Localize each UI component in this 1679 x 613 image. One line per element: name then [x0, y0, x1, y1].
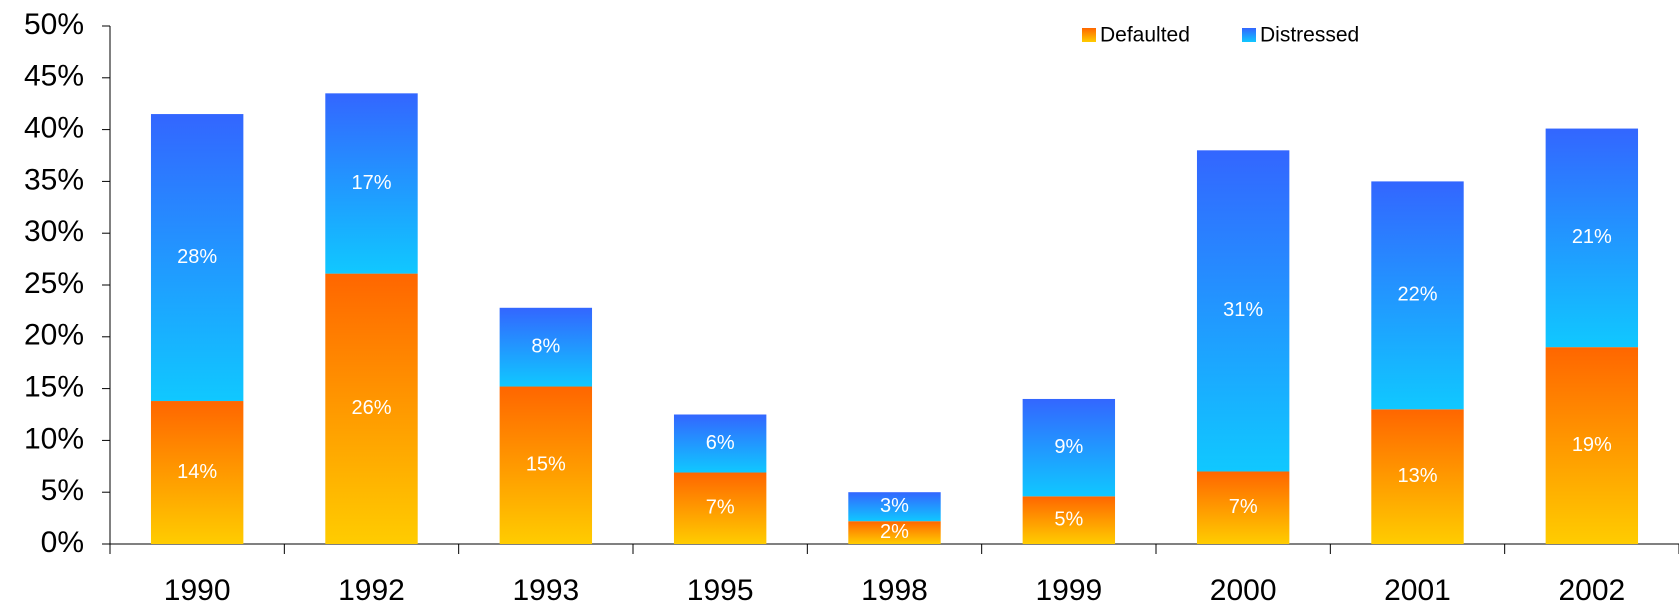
data-label: 17%	[351, 172, 391, 194]
bar-segment	[325, 93, 418, 274]
data-label: 13%	[1397, 465, 1437, 487]
data-label: 6%	[706, 432, 735, 454]
y-tick-label: 40%	[24, 112, 84, 145]
legend-swatch	[1082, 28, 1096, 42]
bar-segment	[325, 273, 418, 544]
y-tick-label: 25%	[24, 267, 84, 300]
x-tick-label: 1992	[338, 574, 405, 607]
bar-segment	[1022, 398, 1116, 497]
bar-segment	[1545, 128, 1639, 348]
x-tick-label: 2000	[1210, 574, 1277, 607]
data-label: 2%	[880, 521, 909, 543]
data-label: 8%	[531, 335, 560, 357]
y-tick-label: 20%	[24, 319, 84, 352]
x-tick-label: 1993	[512, 574, 579, 607]
data-label: 26%	[351, 397, 391, 419]
x-tick-label: 2002	[1558, 574, 1625, 607]
data-label: 19%	[1572, 434, 1612, 456]
x-tick-label: 1998	[861, 574, 928, 607]
x-tick-label: 1995	[687, 574, 754, 607]
x-tick-label: 1990	[164, 574, 231, 607]
y-tick-label: 10%	[24, 422, 84, 455]
bar-segment	[499, 386, 593, 544]
y-tick-label: 0%	[41, 526, 84, 559]
bar-segment	[150, 114, 244, 402]
x-tick-label: 1999	[1035, 574, 1102, 607]
legend-label: Distressed	[1260, 24, 1359, 47]
bar-segment	[1371, 181, 1464, 410]
bar-segment	[150, 401, 244, 544]
bar-segment	[673, 414, 767, 473]
data-label: 31%	[1223, 299, 1263, 321]
data-label: 28%	[177, 246, 217, 268]
y-tick-label: 35%	[24, 163, 84, 196]
bar-segment	[673, 472, 767, 544]
bar-segment	[848, 492, 941, 522]
data-label: 5%	[1054, 508, 1083, 530]
y-tick-label: 50%	[24, 8, 84, 41]
bar-segment	[1545, 347, 1639, 544]
bar-segment	[1196, 471, 1290, 544]
bar-segment	[1371, 409, 1464, 544]
y-tick-label: 15%	[24, 371, 84, 404]
legend-label: Defaulted	[1100, 24, 1190, 47]
y-tick-label: 5%	[41, 474, 84, 507]
data-label: 14%	[177, 461, 217, 483]
bar-segment	[848, 521, 941, 544]
data-label: 22%	[1397, 284, 1437, 306]
bar-segment	[1022, 496, 1116, 544]
data-label: 7%	[1229, 496, 1258, 518]
data-label: 7%	[706, 497, 735, 519]
bar-segment	[499, 307, 593, 387]
data-label: 15%	[526, 454, 566, 476]
data-label: 3%	[880, 495, 909, 517]
y-tick-label: 45%	[24, 60, 84, 93]
x-tick-label: 2001	[1384, 574, 1451, 607]
legend-swatch	[1242, 28, 1256, 42]
data-label: 9%	[1054, 436, 1083, 458]
y-tick-label: 30%	[24, 215, 84, 248]
bar-segment	[1196, 150, 1290, 472]
data-label: 21%	[1572, 226, 1612, 248]
